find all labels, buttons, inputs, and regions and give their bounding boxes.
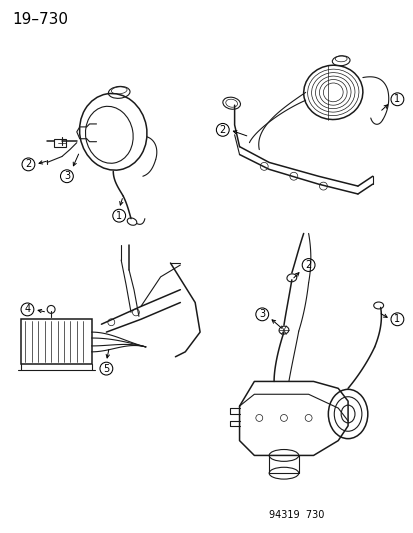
Text: 1: 1: [116, 211, 122, 221]
Text: 2: 2: [25, 159, 31, 169]
Text: 3: 3: [259, 309, 265, 319]
Text: 94319  730: 94319 730: [268, 510, 324, 520]
Text: 2: 2: [305, 260, 311, 270]
Text: 2: 2: [219, 125, 225, 135]
Text: 5: 5: [103, 364, 109, 374]
Text: 3: 3: [64, 171, 70, 181]
Text: 4: 4: [24, 304, 31, 314]
Bar: [21, 319, 91, 364]
Text: 19–730: 19–730: [13, 12, 69, 28]
Bar: [54, 139, 66, 147]
Text: 1: 1: [394, 94, 399, 104]
Text: 1: 1: [394, 314, 399, 324]
